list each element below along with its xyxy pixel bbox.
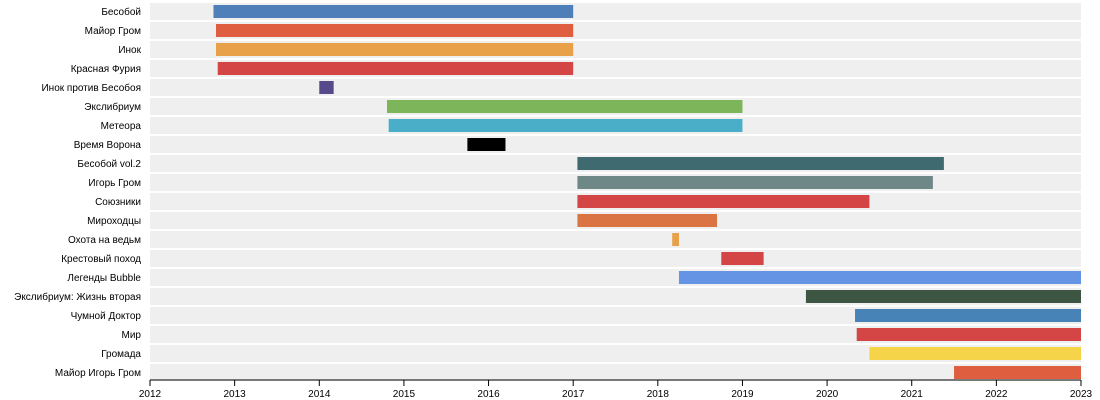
row-band [150, 364, 1081, 381]
x-tick-label: 2023 [1070, 389, 1093, 400]
x-tick-label: 2012 [139, 389, 162, 400]
bar [855, 309, 1081, 322]
bar [388, 119, 743, 132]
x-tick-label: 2017 [562, 389, 585, 400]
bar [672, 233, 679, 246]
row-label: Майор Игорь Гром [55, 368, 141, 379]
bar [954, 366, 1081, 379]
row-label: Чумной Доктор [71, 311, 142, 322]
row-bands [150, 3, 1081, 381]
bar [217, 62, 574, 75]
row-label: Мироходцы [87, 216, 141, 227]
row-label: Крестовый поход [61, 254, 141, 265]
x-tick-label: 2016 [477, 389, 500, 400]
bar [856, 328, 1081, 341]
bar [577, 214, 718, 227]
x-tick-label: 2018 [647, 389, 670, 400]
row-label: Инок против Бесобоя [41, 82, 141, 94]
row-band [150, 250, 1081, 267]
bar [213, 5, 574, 18]
bar [869, 347, 1081, 360]
row-label: Экслибриум [84, 101, 141, 113]
bars [213, 5, 1081, 379]
x-tick-label: 2022 [985, 389, 1008, 400]
row-band [150, 326, 1081, 343]
x-tick-label: 2021 [901, 389, 924, 400]
bar [467, 138, 506, 151]
row-label: Бесобой [101, 6, 141, 18]
bar [319, 81, 334, 94]
row-label: Экслибриум: Жизнь вторая [14, 291, 141, 303]
bar [721, 252, 764, 265]
bar [678, 271, 1081, 284]
x-tick-label: 2014 [308, 389, 331, 400]
bar [805, 290, 1081, 303]
bar [386, 100, 743, 113]
x-tick-label: 2013 [224, 389, 247, 400]
row-band [150, 307, 1081, 324]
x-tick-label: 2019 [731, 389, 754, 400]
bar [216, 43, 574, 56]
row-label: Красная Фурия [71, 64, 141, 75]
row-band [150, 136, 1081, 153]
row-band [150, 79, 1081, 96]
bar [577, 195, 870, 208]
row-label: Охота на ведьм [68, 235, 141, 246]
row-label: Легенды Bubble [67, 273, 141, 284]
bar [577, 176, 933, 189]
row-label: Майор Гром [85, 26, 141, 37]
row-label: Инок [118, 45, 141, 56]
bar [216, 24, 574, 37]
row-label: Время Ворона [74, 140, 142, 151]
row-label: Метеора [101, 121, 142, 132]
row-band [150, 231, 1081, 248]
row-labels: Бесобой Майор Гром Инок Красная Фурия Инок п… [14, 6, 141, 379]
row-label: Бесобой vol.2 [77, 158, 141, 170]
bar [577, 157, 944, 170]
row-label: Союзники [95, 197, 141, 208]
row-label: Мир [122, 330, 142, 341]
row-label: Громада [101, 349, 141, 360]
row-label: Игорь Гром [88, 178, 141, 189]
row-band [150, 345, 1081, 362]
x-tick-label: 2020 [816, 389, 839, 400]
x-tick-label: 2015 [393, 389, 416, 400]
x-axis: 2012 2013 2014 2015 2016 2017 2018 2019 2020 2021… [139, 379, 1093, 400]
